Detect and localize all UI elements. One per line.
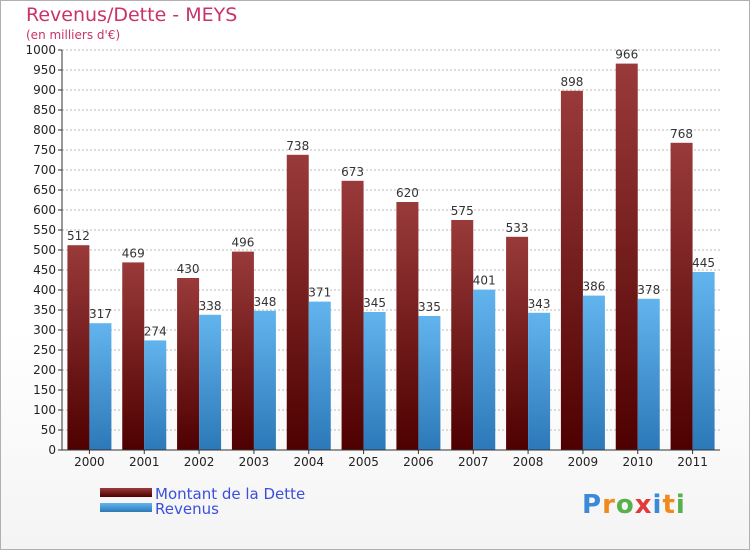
bar-dette-2005 <box>341 180 364 451</box>
x-tick-label: 2007 <box>458 455 489 469</box>
grid-lines <box>62 49 720 451</box>
data-label-revenus-2002: 338 <box>199 299 222 313</box>
bar-revenus-2007 <box>473 289 496 450</box>
y-tick-label: 900 <box>33 83 56 97</box>
data-label-revenus-2010: 378 <box>637 283 660 297</box>
bar-dette-2007 <box>451 220 474 450</box>
chart-subtitle: (en milliers d'€) <box>26 28 121 42</box>
data-label-revenus-2004: 371 <box>308 286 331 300</box>
y-tick-label: 700 <box>33 163 56 177</box>
y-tick-label: 200 <box>33 363 56 377</box>
bar-dette-2011 <box>670 142 693 451</box>
legend-label-dette: Montant de la Dette <box>155 485 305 503</box>
x-tick-label: 2003 <box>239 455 270 469</box>
y-tick-label: 400 <box>33 283 56 297</box>
bar-dette-2004 <box>286 154 309 451</box>
x-tick-label: 2006 <box>403 455 434 469</box>
data-label-revenus-2008: 343 <box>528 297 551 311</box>
y-tick-label: 0 <box>48 443 56 457</box>
data-label-dette-2010: 966 <box>615 48 638 62</box>
data-label-dette-2004: 738 <box>286 139 309 153</box>
bar-revenus-2006 <box>418 316 441 450</box>
x-tick-label: 2009 <box>568 455 599 469</box>
chart-title: Revenus/Dette - MEYS <box>26 4 238 26</box>
bar-revenus-2000 <box>89 323 112 450</box>
legend-swatch-revenus <box>100 503 152 512</box>
x-tick-label: 2004 <box>293 455 324 469</box>
bar-revenus-2010 <box>637 298 660 450</box>
y-tick-label: 350 <box>33 303 56 317</box>
y-tick-label: 550 <box>33 223 56 237</box>
data-label-revenus-2000: 317 <box>89 307 112 321</box>
y-tick-label: 50 <box>41 423 56 437</box>
data-label-revenus-2006: 335 <box>418 300 441 314</box>
data-label-revenus-2011: 445 <box>692 256 715 270</box>
bar-dette-2002 <box>177 278 200 450</box>
x-tick-label: 2011 <box>677 455 708 469</box>
x-tick-label: 2001 <box>129 455 160 469</box>
x-tick-label: 2008 <box>513 455 544 469</box>
bar-dette-2010 <box>615 63 638 450</box>
data-label-dette-2005: 673 <box>341 165 364 179</box>
y-tick-label: 500 <box>33 243 56 257</box>
bar-revenus-2002 <box>199 314 222 450</box>
bar-revenus-2004 <box>308 301 331 450</box>
data-label-revenus-2007: 401 <box>473 274 496 288</box>
data-label-dette-2003: 496 <box>231 236 254 250</box>
axes: 0 50 100 150 200 250 300 350 400 450 500 550 600 650 7… <box>25 43 720 469</box>
y-tick-label: 150 <box>33 383 56 397</box>
bar-dette-2006 <box>396 202 419 450</box>
data-label-dette-2000: 512 <box>67 229 90 243</box>
data-label-revenus-2009: 386 <box>582 280 605 294</box>
data-label-dette-2008: 533 <box>506 221 529 235</box>
legend: Montant de la Dette Revenus <box>100 485 305 518</box>
data-label-dette-2006: 620 <box>396 186 419 200</box>
data-label-revenus-2003: 348 <box>253 295 276 309</box>
x-tick-label: 2005 <box>348 455 379 469</box>
legend-swatch-dette <box>100 488 152 497</box>
bar-revenus-2003 <box>253 310 276 450</box>
y-tick-label: 950 <box>33 63 56 77</box>
bar-dette-2000 <box>67 245 90 450</box>
data-label-dette-2007: 575 <box>451 204 474 218</box>
y-tick-label: 100 <box>33 403 56 417</box>
bar-revenus-2009 <box>582 295 605 450</box>
bar-revenus-2005 <box>363 312 386 450</box>
y-tick-label: 600 <box>33 203 56 217</box>
x-tick-label: 2000 <box>74 455 105 469</box>
bar-dette-2003 <box>231 251 254 450</box>
y-tick-label: 850 <box>33 103 56 117</box>
y-tick-label: 300 <box>33 323 56 337</box>
legend-label-revenus: Revenus <box>155 500 219 518</box>
x-tick-label: 2010 <box>622 455 653 469</box>
y-tick-label: 800 <box>33 123 56 137</box>
data-label-dette-2001: 469 <box>122 246 145 260</box>
proxiti-logo: Proxiti <box>582 490 686 520</box>
bar-revenus-2008 <box>528 312 551 450</box>
data-label-revenus-2005: 345 <box>363 296 386 310</box>
y-tick-label: 450 <box>33 263 56 277</box>
y-tick-label: 650 <box>33 183 56 197</box>
y-tick-label: 250 <box>33 343 56 357</box>
bar-dette-2001 <box>122 262 145 450</box>
data-label-revenus-2001: 274 <box>144 324 167 338</box>
data-label-dette-2011: 768 <box>670 127 693 141</box>
y-tick-label: 1000 <box>25 43 56 57</box>
y-tick-label: 750 <box>33 143 56 157</box>
data-label-dette-2009: 898 <box>560 75 583 89</box>
x-tick-label: 2002 <box>184 455 215 469</box>
bar-dette-2008 <box>506 236 529 450</box>
bars: 512 317 469 274 430 338 496 348 738 371 673 345 620 3… <box>67 48 715 451</box>
data-label-dette-2002: 430 <box>177 262 200 276</box>
bar-dette-2009 <box>560 90 583 451</box>
bar-revenus-2011 <box>692 272 715 450</box>
bar-revenus-2001 <box>144 340 167 450</box>
